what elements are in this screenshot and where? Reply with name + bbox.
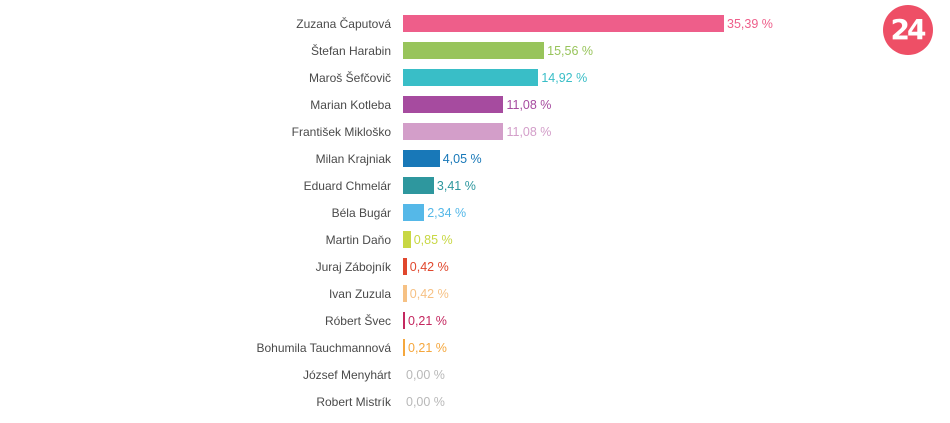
bar — [403, 231, 411, 248]
category-label: Juraj Zábojník — [315, 260, 391, 274]
bar — [403, 204, 425, 221]
category-label: Robert Mistrík — [316, 395, 391, 409]
category-label: Zuzana Čaputová — [296, 17, 391, 31]
value-label: 0,42 % — [409, 287, 449, 301]
value-label: 15,56 % — [547, 44, 593, 58]
value-label: 11,08 % — [506, 125, 552, 139]
category-label: Bohumila Tauchmannová — [256, 341, 391, 355]
value-label: 3,41 % — [436, 179, 476, 193]
value-label: 0,00 % — [406, 368, 445, 382]
bar — [403, 15, 724, 32]
value-label: 14,92 % — [541, 71, 588, 85]
bar — [403, 69, 539, 86]
category-label: František Mikloško — [291, 125, 391, 139]
value-label: 0,85 % — [413, 233, 453, 247]
category-label: Maroš Šefčovič — [308, 71, 391, 85]
value-label: 0,21 % — [408, 341, 447, 355]
bar — [403, 312, 405, 329]
value-label: 2,34 % — [427, 206, 467, 220]
category-label: Martin Daňo — [325, 233, 391, 247]
value-label: 0,21 % — [408, 314, 447, 328]
bar — [403, 285, 407, 302]
bar — [403, 42, 545, 59]
value-label: 35,39 % — [727, 17, 773, 31]
category-label: Róbert Švec — [324, 314, 391, 328]
value-label: 0,00 % — [406, 395, 445, 409]
category-label: Eduard Chmelár — [303, 179, 391, 193]
category-label: Štefan Harabin — [310, 44, 391, 58]
category-label: Ivan Zuzula — [328, 287, 391, 301]
value-label: 4,05 % — [442, 152, 482, 166]
bar — [403, 177, 434, 194]
bar — [403, 150, 440, 167]
brand-logo-text: 24 — [890, 13, 927, 46]
bar — [403, 339, 405, 356]
bar — [403, 123, 504, 140]
value-label: 0,42 % — [409, 260, 449, 274]
bar — [403, 258, 407, 275]
brand-logo-24: 24 — [883, 5, 933, 55]
category-label: Béla Bugár — [331, 206, 391, 220]
bar — [403, 96, 504, 113]
category-label: Marian Kotleba — [310, 98, 391, 112]
value-label: 11,08 % — [506, 98, 552, 112]
category-label: Milan Krajniak — [315, 152, 391, 166]
category-label: József Menyhárt — [302, 368, 391, 382]
